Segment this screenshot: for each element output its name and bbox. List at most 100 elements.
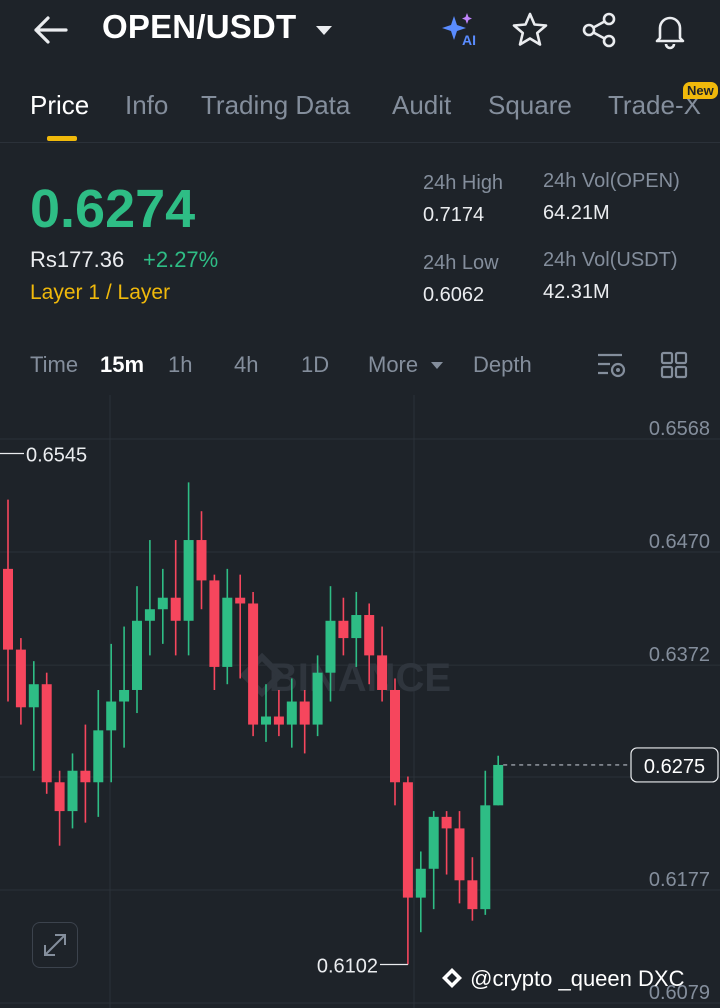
credit-handle: @crypto _queen DXC <box>470 966 685 991</box>
candle-body <box>351 615 362 639</box>
candle-body <box>41 684 52 783</box>
candle-body <box>493 764 504 806</box>
candle <box>441 811 452 875</box>
tab-square[interactable]: Square <box>488 90 572 120</box>
candle-body <box>390 689 400 783</box>
candle-body <box>299 701 310 725</box>
candle <box>106 643 117 783</box>
candle <box>351 591 362 667</box>
candlestick-chart[interactable]: BINANCE 0.6568 0.6470 0.6372 0.6275 0.6177 0.… <box>0 395 720 1008</box>
tab-price[interactable]: Price <box>30 90 90 120</box>
candle <box>157 568 168 644</box>
current-price-box <box>630 747 719 783</box>
candle-body <box>325 620 336 673</box>
candle <box>41 672 52 794</box>
candle <box>273 689 284 737</box>
candle <box>480 770 491 915</box>
fiat-price: Rs177.36 <box>30 247 125 272</box>
credit-text: @crypto _queen DXC <box>440 966 684 992</box>
candle-body <box>402 782 413 898</box>
vol-base-value: 64.21M <box>543 202 610 224</box>
candle-body <box>3 568 13 650</box>
active-tab-indicator <box>47 136 77 141</box>
candle-body <box>80 770 91 783</box>
candle <box>235 574 246 679</box>
high-label: 24h High <box>423 172 504 194</box>
candle <box>183 482 194 656</box>
new-badge: New <box>683 82 718 99</box>
candle <box>80 724 91 823</box>
share-icon[interactable] <box>580 10 620 50</box>
candle-body <box>480 805 491 910</box>
candle-body <box>415 868 426 898</box>
candle-body <box>93 730 104 783</box>
ai-sparkle-icon[interactable]: AI <box>440 10 480 50</box>
candle <box>170 540 181 656</box>
caret-down-icon[interactable] <box>316 26 332 35</box>
expand-icon[interactable] <box>32 922 78 968</box>
interval-more[interactable]: More <box>368 352 419 377</box>
tab-info[interactable]: Info <box>125 90 169 120</box>
candle-body <box>312 672 323 725</box>
candle <box>325 586 336 702</box>
candle-body <box>15 649 26 708</box>
candle <box>286 678 297 748</box>
star-icon[interactable] <box>510 10 550 50</box>
candle-body <box>261 716 271 725</box>
ai-badge-text: AI <box>462 32 476 48</box>
more-caret-icon[interactable] <box>431 362 443 369</box>
depth-tab[interactable]: Depth <box>473 352 532 377</box>
tab-trading-data[interactable]: Trading Data <box>201 90 351 120</box>
candle-body <box>377 655 388 690</box>
y-tick-label: 0.6372 <box>649 644 710 666</box>
price-change: +2.27% <box>143 247 219 272</box>
pair-title[interactable]: OPEN/USDT <box>102 8 297 45</box>
back-arrow-icon[interactable] <box>30 12 70 48</box>
candle <box>54 770 65 846</box>
candle <box>312 655 323 737</box>
low-label: 24h Low <box>423 252 499 274</box>
layout-grid-icon[interactable] <box>660 351 688 379</box>
candle-body <box>286 701 297 725</box>
category-tag[interactable]: Layer 1 / Layer <box>30 281 171 304</box>
candle <box>454 811 465 904</box>
tab-audit[interactable]: Audit <box>392 90 452 120</box>
candle-body <box>209 580 220 667</box>
vol-quote-label: 24h Vol(USDT) <box>543 249 678 271</box>
candle-body <box>196 540 207 581</box>
candle <box>338 597 349 656</box>
candle-body <box>67 770 78 812</box>
candle-body <box>454 828 465 881</box>
candle-body <box>222 597 233 667</box>
candle-body <box>364 615 375 656</box>
high-value: 0.7174 <box>423 204 485 226</box>
bell-icon[interactable] <box>650 10 690 50</box>
y-tick-label: 0.6079 <box>649 982 710 1004</box>
candle <box>93 689 104 817</box>
candle <box>299 689 310 754</box>
candle <box>390 678 400 806</box>
interval-time[interactable]: Time <box>30 352 79 377</box>
y-tick-label: 0.6470 <box>649 531 710 553</box>
candle <box>15 638 26 725</box>
indicator-settings-icon[interactable] <box>596 350 628 380</box>
current-price-label: 0.6275 <box>644 756 705 778</box>
min-price-label: 0.6102 <box>317 956 378 978</box>
candle-body <box>248 603 259 725</box>
interval-1d[interactable]: 1D <box>301 352 330 377</box>
candle-body <box>273 716 284 725</box>
interval-15m[interactable]: 15m <box>100 352 145 377</box>
candle-body <box>235 597 246 604</box>
candle-body <box>183 540 194 621</box>
candle <box>222 568 233 685</box>
candle <box>119 626 130 748</box>
interval-4h[interactable]: 4h <box>234 352 259 377</box>
interval-1h[interactable]: 1h <box>168 352 193 377</box>
vol-base-label: 24h Vol(OPEN) <box>543 170 680 192</box>
candle <box>144 540 155 656</box>
candle-body <box>441 816 452 829</box>
candle-body <box>119 689 130 702</box>
candle <box>415 851 426 933</box>
candle <box>364 603 375 685</box>
candle-body <box>144 609 155 621</box>
